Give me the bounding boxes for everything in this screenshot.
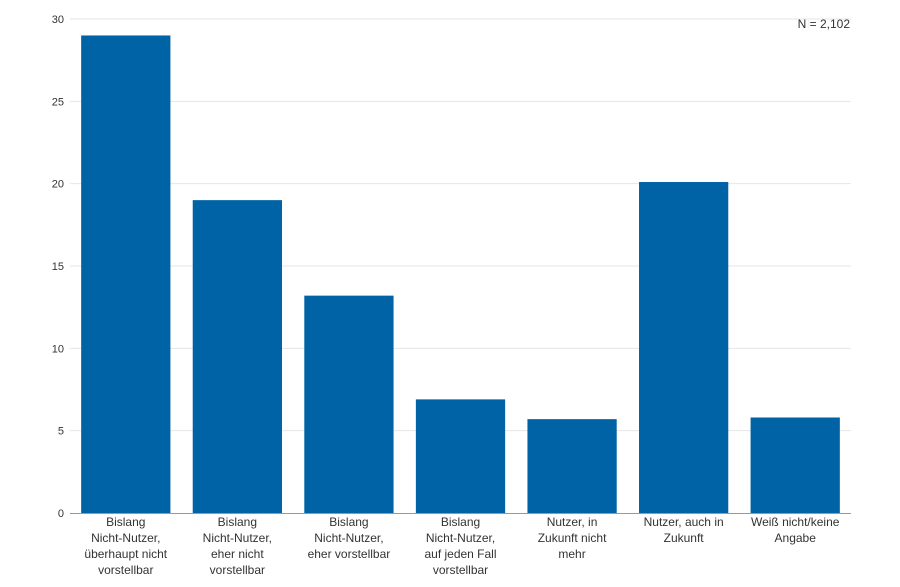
y-tick-label: 25 xyxy=(52,96,64,108)
bar xyxy=(81,35,171,513)
x-category-label: Weiß nicht/keine Angabe xyxy=(750,515,840,545)
y-tick-label: 15 xyxy=(52,261,64,273)
x-category-label: Bislang Nicht-Nutzer, eher vorstellbar xyxy=(307,515,391,561)
bars xyxy=(81,35,840,513)
x-category-label: Bislang Nicht-Nutzer, eher nicht vorstel… xyxy=(202,515,273,577)
bar xyxy=(639,182,729,513)
y-axis-ticks: 0 5 10 15 20 25 30 xyxy=(52,14,64,520)
bar xyxy=(415,399,506,513)
bar xyxy=(750,417,840,513)
y-tick-label: 30 xyxy=(52,14,64,26)
y-tick-label: 10 xyxy=(52,343,64,355)
bar xyxy=(192,200,282,513)
y-tick-label: 0 xyxy=(58,508,64,520)
x-category-label: Bislang Nicht-Nutzer, überhaupt nicht vo… xyxy=(84,515,168,577)
bar xyxy=(527,419,617,513)
grid-lines xyxy=(70,18,851,432)
x-category-label: Nutzer, auch in Zukunft xyxy=(643,515,724,545)
sample-size-note: N = 2,102 xyxy=(797,17,850,31)
bar xyxy=(304,295,394,513)
x-category-label: Bislang Nicht-Nutzer, auf jeden Fall vor… xyxy=(424,515,497,577)
y-tick-label: 20 xyxy=(52,179,64,191)
x-category-label: Nutzer, in Zukunft nicht mehr xyxy=(537,515,607,561)
y-tick-label: 5 xyxy=(58,426,64,438)
